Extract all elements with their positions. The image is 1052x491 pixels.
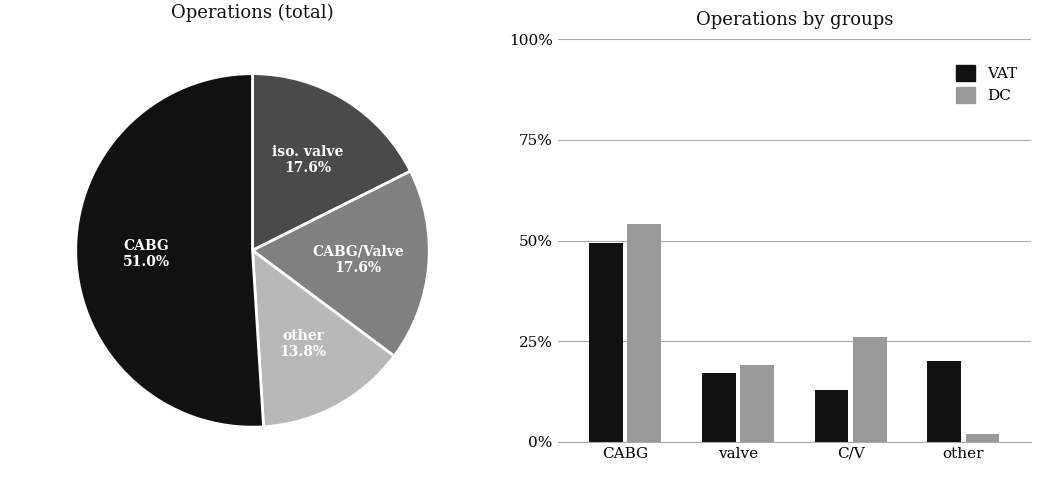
Bar xyxy=(741,365,774,442)
Wedge shape xyxy=(252,171,429,356)
Bar xyxy=(814,389,848,442)
Wedge shape xyxy=(252,74,410,250)
Bar xyxy=(589,243,623,442)
Text: CABG/Valve
17.6%: CABG/Valve 17.6% xyxy=(312,245,404,275)
Text: CABG
51.0%: CABG 51.0% xyxy=(123,239,170,269)
Bar xyxy=(927,361,962,442)
Text: iso. valve
17.6%: iso. valve 17.6% xyxy=(272,145,344,175)
Text: other
13.8%: other 13.8% xyxy=(280,328,326,359)
Legend: VAT, DC: VAT, DC xyxy=(950,59,1024,109)
Title: Operations (total): Operations (total) xyxy=(171,4,333,23)
Bar xyxy=(702,374,735,442)
Wedge shape xyxy=(76,74,264,427)
Bar xyxy=(853,337,887,442)
Bar xyxy=(966,434,999,442)
Bar xyxy=(627,224,662,442)
Wedge shape xyxy=(252,250,394,427)
Title: Operations by groups: Operations by groups xyxy=(695,11,893,29)
